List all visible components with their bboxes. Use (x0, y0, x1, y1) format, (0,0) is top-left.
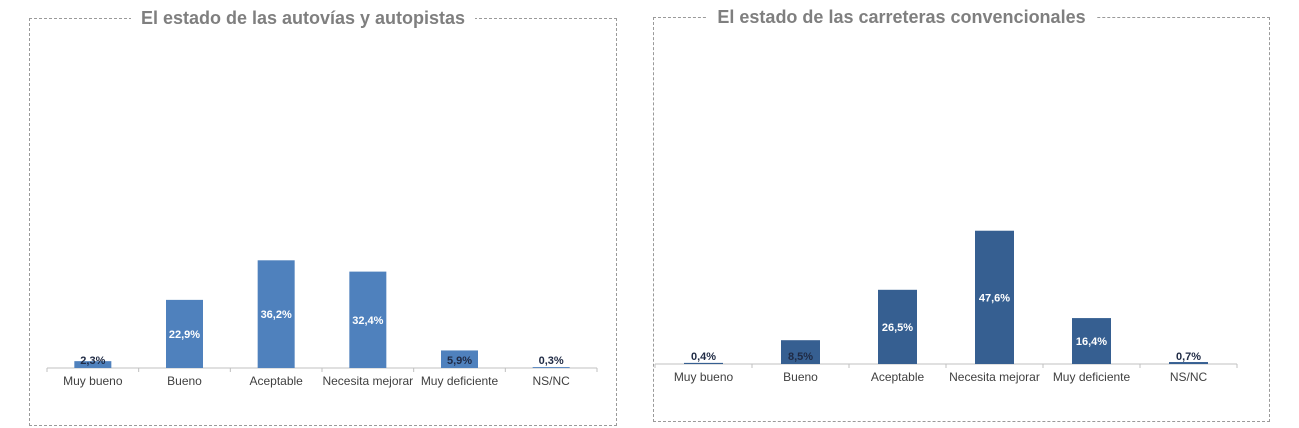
bar (532, 367, 570, 368)
bar (1072, 318, 1111, 364)
x-tick-label: NS/NC (532, 374, 570, 388)
bar (781, 340, 820, 364)
x-tick-label: Muy bueno (63, 374, 123, 388)
bar (878, 289, 917, 364)
data-label: 0,7% (1176, 351, 1201, 363)
data-label: 0,3% (539, 355, 564, 367)
x-tick-label: Muy deficiente (1053, 370, 1131, 384)
bar (975, 230, 1014, 364)
data-label: 16,4% (1076, 336, 1107, 348)
x-tick-label: Muy deficiente (421, 374, 499, 388)
x-tick-label: Bueno (167, 374, 202, 388)
bar (349, 271, 387, 368)
data-label: 22,9% (169, 329, 200, 341)
x-tick-label: Necesita mejorar (949, 370, 1040, 384)
data-label: 8,5% (788, 351, 813, 363)
bar (684, 362, 723, 364)
x-tick-label: Necesita mejorar (322, 374, 413, 388)
data-label: 5,9% (447, 355, 472, 367)
data-label: 0,4% (691, 351, 716, 363)
bar (1169, 362, 1208, 364)
data-label: 2,3% (80, 355, 105, 367)
bar (166, 299, 203, 368)
data-label: 47,6% (979, 292, 1010, 304)
bar (74, 361, 112, 368)
x-tick-label: Aceptable (871, 370, 925, 384)
data-label: 26,5% (882, 322, 913, 334)
data-label: 32,4% (352, 315, 383, 327)
x-tick-label: Bueno (783, 370, 818, 384)
bar (441, 350, 478, 368)
x-tick-label: Aceptable (249, 374, 303, 388)
bar (257, 260, 295, 368)
x-tick-label: NS/NC (1170, 370, 1208, 384)
x-tick-label: Muy bueno (674, 370, 734, 384)
data-label: 36,2% (261, 309, 292, 321)
